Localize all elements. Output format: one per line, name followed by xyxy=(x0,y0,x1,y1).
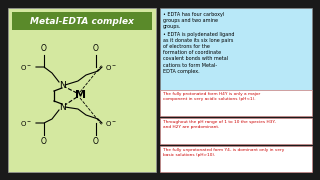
Text: The fully protonated form H4Y is only a major
component in very acidic solutions: The fully protonated form H4Y is only a … xyxy=(163,92,260,101)
Text: • EDTA has four carboxyl
groups and two amine
groups.: • EDTA has four carboxyl groups and two … xyxy=(163,12,224,29)
Bar xyxy=(160,8,312,90)
Text: O: O xyxy=(93,44,99,53)
Text: The fully unprotonated form Y4- is dominant only in very
basic solutions (pH>10): The fully unprotonated form Y4- is domin… xyxy=(163,148,284,157)
Text: Throughout the pH range of 1 to 10 the species H3Y-
and H2Y are predominant.: Throughout the pH range of 1 to 10 the s… xyxy=(163,120,276,129)
Text: O: O xyxy=(41,137,47,146)
Text: N: N xyxy=(59,80,65,89)
Text: O$^-$: O$^-$ xyxy=(105,62,117,71)
Text: O: O xyxy=(41,44,47,53)
Text: O$^-$: O$^-$ xyxy=(105,118,117,127)
Text: • EDTA is polydenated ligand
as it donate its six lone pairs
of electrons for th: • EDTA is polydenated ligand as it donat… xyxy=(163,31,235,74)
Bar xyxy=(160,146,312,172)
Text: O: O xyxy=(93,137,99,146)
Bar xyxy=(12,12,152,30)
Text: M: M xyxy=(75,90,85,100)
Text: O$^-$: O$^-$ xyxy=(20,62,32,71)
Text: O$^-$: O$^-$ xyxy=(20,118,32,127)
Text: Metal-EDTA complex: Metal-EDTA complex xyxy=(30,17,134,26)
Bar xyxy=(160,90,312,116)
Text: N: N xyxy=(59,102,65,111)
Bar xyxy=(160,118,312,144)
Bar xyxy=(8,8,156,172)
